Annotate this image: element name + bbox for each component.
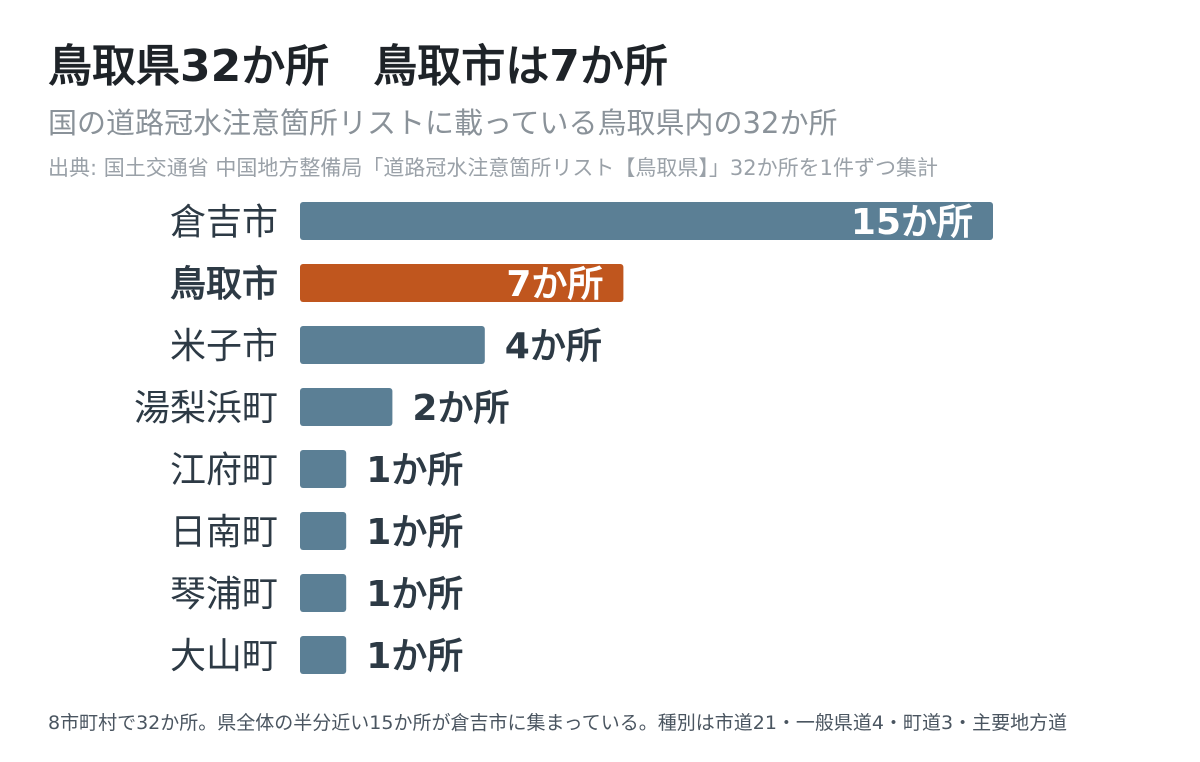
footnote: 8市町村で32か所。県全体の半分近い15か所が倉吉市に集まっている。種別は市道2… [48, 712, 1068, 734]
bar [300, 574, 347, 612]
bar [300, 326, 485, 364]
category-label: 湯梨浜町 [134, 388, 278, 429]
bar [300, 512, 347, 550]
category-label: 鳥取市 [170, 264, 278, 305]
value-label: 1か所 [366, 574, 463, 615]
chart-subtitle: 国の道路冠水注意箇所リストに載っている鳥取県内の32か所 [48, 106, 838, 140]
bar [300, 202, 993, 240]
value-label: 2か所 [412, 388, 509, 429]
value-label: 15か所 [851, 202, 973, 243]
value-label: 1か所 [366, 450, 463, 491]
category-label: 米子市 [170, 326, 278, 367]
value-label: 7か所 [506, 264, 603, 305]
chart-title: 鳥取県32か所 鳥取市は7か所 [48, 41, 668, 92]
bar [300, 450, 347, 488]
bar-highlight [300, 264, 624, 302]
category-label: 日南町 [170, 512, 278, 553]
category-label: 倉吉市 [170, 202, 278, 243]
bar [300, 636, 347, 674]
value-label: 1か所 [366, 636, 463, 677]
category-label: 江府町 [170, 450, 278, 491]
source-note: 出典: 国土交通省 中国地方整備局「道路冠水注意箇所リスト【鳥取県】」32か所を… [48, 156, 939, 180]
value-label: 1か所 [366, 512, 463, 553]
value-label: 4か所 [505, 326, 602, 367]
bar [300, 388, 393, 426]
category-label: 琴浦町 [170, 574, 278, 615]
category-label: 大山町 [170, 636, 278, 677]
